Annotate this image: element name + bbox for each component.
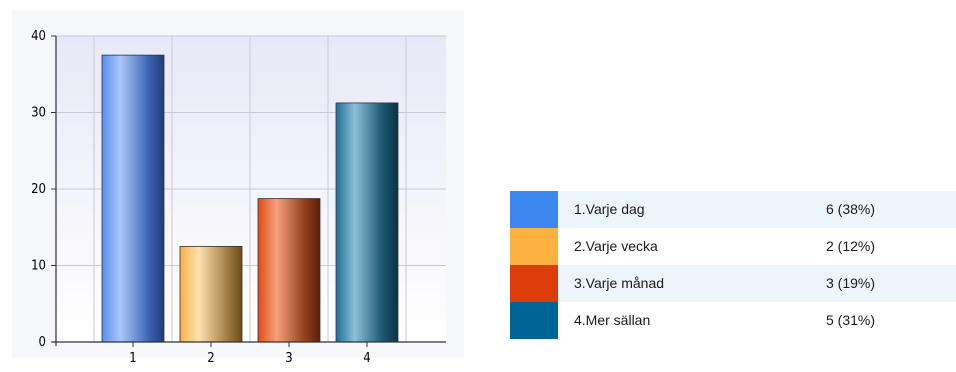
legend-row: 4.Mer sällan 5 (31%)	[510, 302, 956, 339]
y-axis-ticks: 0 10 20 30 40	[31, 29, 56, 350]
x-axis-ticks: 1 2 3 4	[129, 342, 371, 366]
legend-swatch	[510, 191, 558, 228]
legend-value: 2 (12%)	[826, 238, 876, 254]
axes	[52, 36, 446, 346]
bar-chart: 0 10 20 30 40 1 2 3 4	[12, 10, 464, 366]
y-tick-label: 30	[31, 106, 46, 121]
legend-label: 2.Varje vecka	[574, 238, 658, 254]
legend-table: 1.Varje dag 6 (38%) 2.Varje vecka 2 (12%) 3.…	[510, 191, 956, 339]
y-tick-label: 20	[31, 182, 46, 197]
x-tick-label: 2	[207, 351, 214, 366]
legend-row: 2.Varje vecka 2 (12%)	[510, 228, 956, 265]
legend-row: 1.Varje dag 6 (38%)	[510, 191, 956, 228]
bar-4	[335, 102, 399, 343]
legend-label: 3.Varje månad	[574, 275, 665, 291]
legend-label: 1.Varje dag	[574, 201, 645, 217]
y-tick-label: 0	[39, 335, 46, 350]
legend-value: 5 (31%)	[826, 312, 876, 328]
bar-2	[179, 245, 243, 343]
y-tick-label: 10	[31, 259, 46, 274]
x-tick-label: 1	[129, 351, 136, 366]
legend-value: 6 (38%)	[826, 201, 876, 217]
y-tick-label: 40	[31, 29, 46, 44]
bar-3	[257, 198, 321, 343]
x-tick-label: 3	[285, 351, 292, 366]
legend-label: 4.Mer sällan	[574, 312, 651, 328]
legend-swatch	[510, 228, 558, 265]
legend-value: 3 (19%)	[826, 275, 876, 291]
legend-swatch	[510, 265, 558, 302]
bar-1	[101, 54, 165, 343]
legend-row: 3.Varje månad 3 (19%)	[510, 265, 956, 302]
legend-swatch	[510, 302, 558, 339]
x-tick-label: 4	[363, 351, 370, 366]
bars	[101, 54, 399, 343]
